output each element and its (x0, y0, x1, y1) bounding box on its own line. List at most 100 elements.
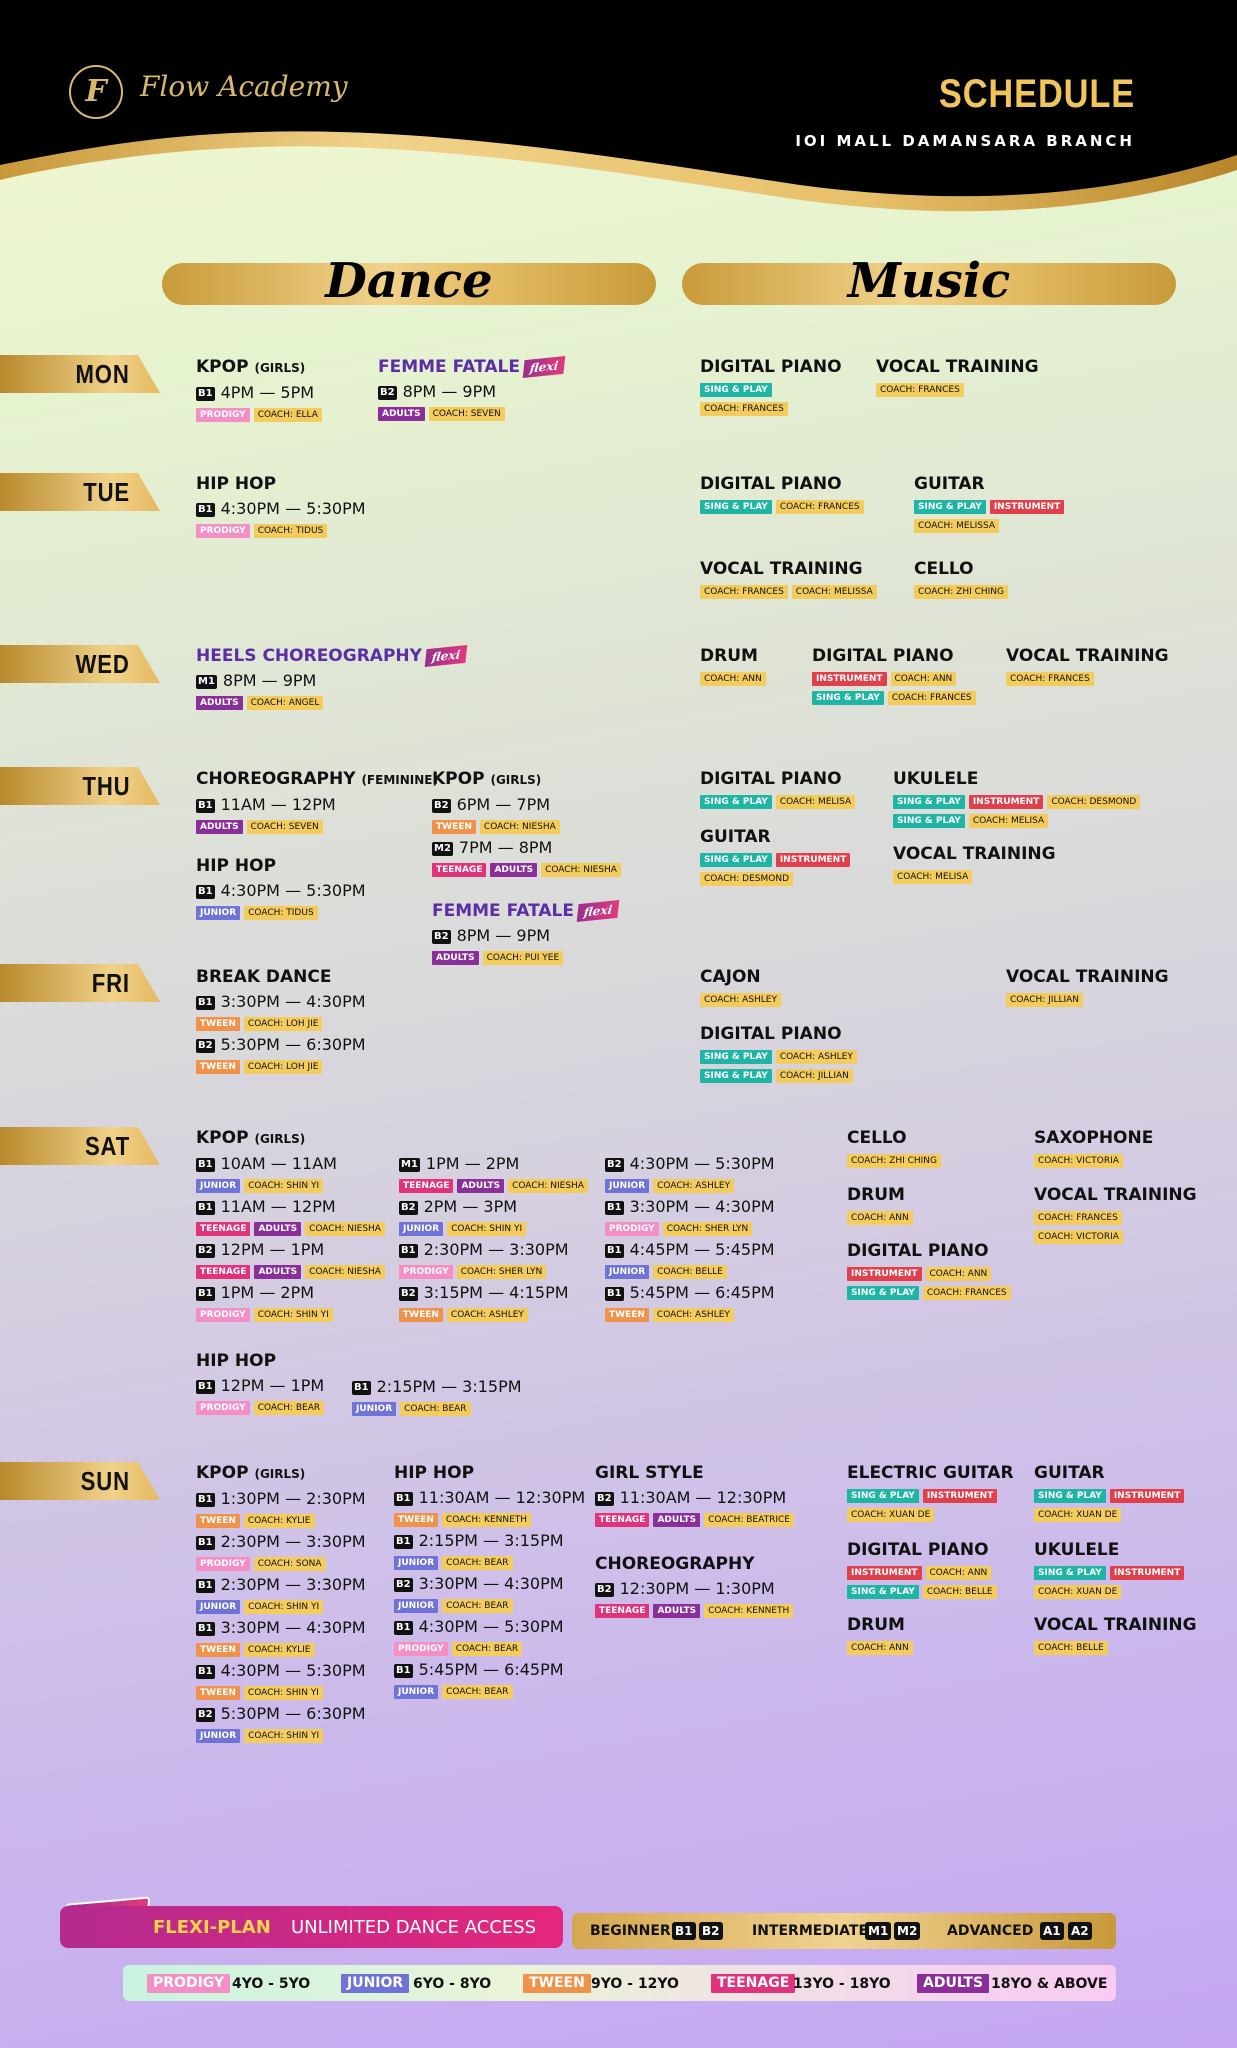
instr-badge: INSTRUMENT (968, 795, 1044, 809)
class-time: 3:30PM — 4:30PM (220, 1618, 366, 1637)
class-time: 11:30AM — 12:30PM (418, 1488, 586, 1507)
class-time: 5:45PM — 6:45PM (418, 1660, 564, 1679)
level-badge: B1 (394, 1664, 413, 1678)
class-tags: TWEEN COACH: ASHLEY (399, 1305, 592, 1322)
coach-badge: COACH: MELISA (775, 795, 856, 809)
class-thu-guitar: GUITAR SING & PLAY INSTRUMENT COACH: DESMON… (700, 826, 854, 886)
level-badge: B2 (432, 930, 451, 944)
day-tab-sat: SAT (0, 1127, 160, 1165)
class-time: 1PM — 2PM (220, 1283, 315, 1302)
class-tags: COACH: ZHI CHING (847, 1151, 945, 1168)
level-badge: B1 (196, 387, 215, 401)
teenage-badge: TEENAGE (432, 863, 487, 877)
level-badge: B1 (196, 1665, 215, 1679)
class-sat-drum: DRUM COACH: ANN (847, 1184, 917, 1225)
class-time: 2:15PM — 3:15PM (376, 1377, 522, 1396)
level-advanced-label: ADVANCED (947, 1923, 1034, 1939)
coach-badge: COACH: NIESHA (305, 1265, 385, 1279)
class-title-text: DRUM (847, 1615, 905, 1635)
coach-badge: COACH: MELISA (893, 870, 973, 884)
age-junior-badge: JUNIOR (341, 1974, 410, 1993)
coach-badge: COACH: ASHLEY (653, 1179, 735, 1193)
class-time: 4:30PM — 5:30PM (220, 1661, 366, 1680)
tween-badge: TWEEN (196, 1017, 240, 1031)
class-title-text: CELLO (847, 1128, 907, 1148)
class-title: CAJON (700, 966, 785, 988)
coach-badge: COACH: VICTORIA (1034, 1230, 1123, 1244)
class-time-row: B1 4:30PM — 5:30PM (394, 1616, 585, 1637)
level-badge: B1 (394, 1621, 413, 1635)
class-tags: TWEEN COACH: ASHLEY (605, 1305, 775, 1322)
coach-badge: COACH: DESMOND (1047, 795, 1141, 809)
class-title-text: DIGITAL PIANO (700, 769, 842, 789)
coach-badge: COACH: ELLA (253, 408, 322, 422)
prodigy-badge: PRODIGY (196, 1401, 250, 1415)
class-tags: COACH: ANN (700, 669, 770, 686)
class-time: 4:30PM — 5:30PM (220, 881, 366, 900)
class-time-row: B1 4PM — 5PM (196, 382, 326, 403)
level-badge: B1 (196, 1579, 215, 1593)
tween-badge: TWEEN (196, 1060, 240, 1074)
tween-badge: TWEEN (605, 1308, 649, 1322)
adults-badge: ADULTS (254, 1265, 302, 1279)
brand-name: Flow Academy (140, 70, 348, 103)
class-time-row: B1 11:30AM — 12:30PM (394, 1487, 585, 1508)
class-title-text: VOCAL TRAINING (1034, 1185, 1197, 1205)
class-time-row: B2 6PM — 7PM (432, 794, 625, 815)
flexi-plan-description: UNLIMITED DANCE ACCESS (291, 1917, 537, 1938)
class-title-text: HIP HOP (394, 1463, 475, 1483)
class-tags: SING & PLAY INSTRUMENT (1034, 1486, 1188, 1503)
class-tags: ADULTS COACH: SEVEN (378, 404, 564, 421)
class-time: 2:30PM — 3:30PM (220, 1575, 366, 1594)
day-label: TUE (83, 477, 130, 507)
prodigy-badge: PRODIGY (196, 1308, 250, 1322)
coach-badge: COACH: KYLIE (243, 1643, 315, 1657)
class-title: KPOP (GIRLS) (196, 1127, 389, 1150)
class-tags: INSTRUMENT COACH: ANN (812, 669, 980, 686)
class-sat-kpop: KPOP (GIRLS) B1 10AM — 11AM JUNIOR COACH: SH… (196, 1127, 389, 1322)
coach-badge: COACH: BEAR (400, 1402, 471, 1416)
adults-badge: ADULTS (254, 1222, 302, 1236)
class-title-text: VOCAL TRAINING (1006, 967, 1169, 987)
flexi-badge: flexi (522, 355, 566, 379)
class-title-text: VOCAL TRAINING (1034, 1615, 1197, 1635)
level-a1-badge: A1 (1040, 1922, 1064, 1940)
junior-badge: JUNIOR (394, 1556, 439, 1570)
class-tags: JUNIOR COACH: BEAR (394, 1553, 585, 1570)
sing-badge: SING & PLAY (700, 1050, 772, 1064)
class-wed-vocal-training: VOCAL TRAINING COACH: FRANCES (1006, 645, 1169, 686)
level-badge: B1 (196, 799, 215, 813)
level-badge: B1 (196, 996, 215, 1010)
class-time-row: B1 2:30PM — 3:30PM (196, 1531, 366, 1552)
class-tags: SING & PLAY INSTRUMENT (1034, 1563, 1188, 1580)
class-time: 5:30PM — 6:30PM (220, 1035, 366, 1054)
level-b1-badge: B1 (672, 1922, 696, 1940)
class-time-row: B2 5:30PM — 6:30PM (196, 1703, 366, 1724)
class-title: DRUM (700, 645, 770, 667)
class-tags: ADULTS COACH: PUI YEE (432, 948, 618, 965)
class-tags: COACH: FRANCES (1006, 669, 1169, 686)
coach-badge: COACH: ASHLEY (700, 993, 781, 1007)
junior-badge: JUNIOR (196, 1179, 241, 1193)
class-sun-electric-guitar: ELECTRIC GUITAR SING & PLAY INSTRUMENT COAC… (847, 1462, 1014, 1522)
level-badge: B1 (196, 1536, 215, 1550)
class-time-row: B1 11AM — 12PM (196, 794, 438, 815)
class-sat-vocal-training: VOCAL TRAINING COACH: FRANCES COACH: VICTO… (1034, 1184, 1197, 1244)
age-tween-badge: TWEEN (523, 1974, 591, 1993)
coach-badge: COACH: PUI YEE (482, 951, 564, 965)
class-time: 12PM — 1PM (220, 1376, 325, 1395)
tween-badge: TWEEN (196, 1686, 240, 1700)
class-title-text: DIGITAL PIANO (700, 1024, 842, 1044)
class-tags: JUNIOR COACH: SHIN YI (399, 1219, 592, 1236)
class-title-text: HIP HOP (196, 856, 277, 876)
class-time: 12:30PM — 1:30PM (619, 1579, 775, 1598)
class-tue-digital-piano: DIGITAL PIANO SING & PLAY COACH: FRANCES (700, 473, 868, 514)
flexi-plan-banner (60, 1906, 563, 1948)
class-title-text: KPOP (196, 1463, 249, 1483)
level-badge: B1 (394, 1492, 413, 1506)
logo-icon: F (69, 65, 123, 119)
coach-badge: COACH: XUAN DE (1034, 1585, 1122, 1599)
tween-badge: TWEEN (196, 1643, 240, 1657)
class-title: SAXOPHONE (1034, 1127, 1153, 1149)
adults-badge: ADULTS (653, 1604, 701, 1618)
